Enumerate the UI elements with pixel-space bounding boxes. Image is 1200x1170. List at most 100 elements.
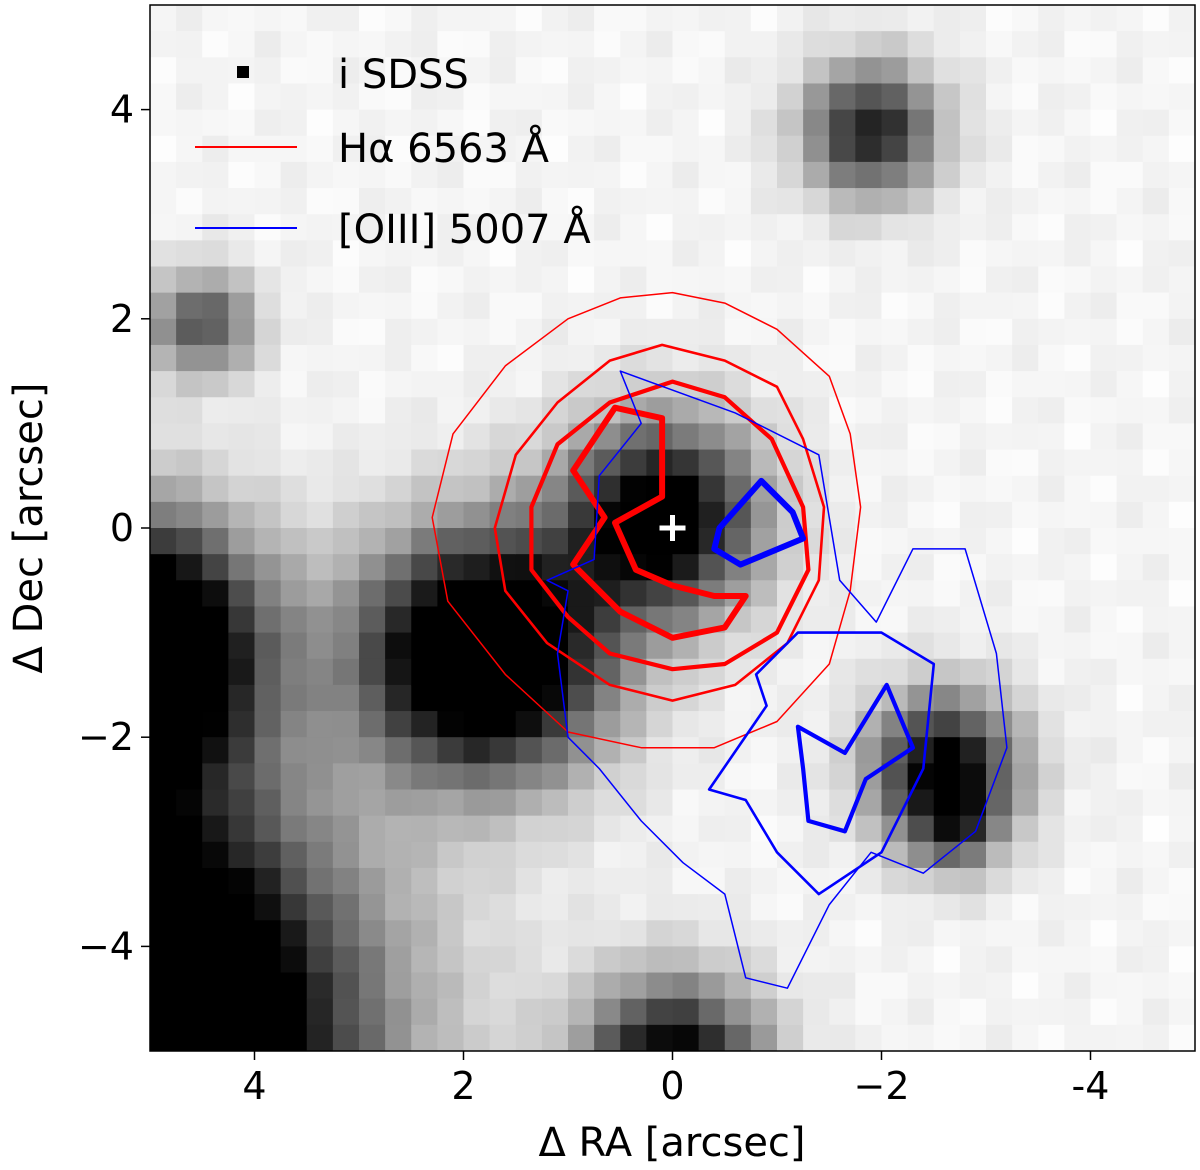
image-pixel: [1064, 946, 1092, 974]
image-pixel: [306, 501, 334, 529]
image-pixel: [724, 449, 752, 477]
image-pixel: [1090, 763, 1118, 791]
image-pixel: [1116, 161, 1144, 189]
image-pixel: [777, 815, 804, 843]
image-pixel: [881, 318, 909, 346]
image-pixel: [359, 475, 386, 503]
image-pixel: [1038, 972, 1065, 1000]
image-pixel: [1168, 763, 1195, 791]
image-pixel: [515, 684, 543, 712]
image-pixel: [228, 554, 256, 581]
image-pixel: [620, 423, 647, 451]
image-pixel: [541, 711, 569, 738]
image-pixel: [515, 161, 543, 189]
image-pixel: [1168, 188, 1195, 215]
image-pixel: [254, 737, 282, 764]
image-pixel: [489, 344, 517, 372]
image-pixel: [959, 684, 987, 712]
image-pixel: [411, 5, 438, 32]
image-pixel: [881, 266, 909, 294]
image-pixel: [1116, 423, 1144, 451]
image-pixel: [672, 135, 700, 163]
image-pixel: [1090, 501, 1118, 529]
image-pixel: [594, 815, 621, 843]
image-pixel: [463, 397, 491, 424]
image-pixel: [437, 606, 465, 634]
image-pixel: [881, 946, 909, 974]
image-pixel: [1012, 528, 1039, 555]
axis-ticks: 4 2 0 −2 -4 4 2 0 −2 −4: [78, 88, 1109, 1108]
image-pixel: [332, 266, 360, 294]
image-pixel: [176, 161, 203, 189]
image-pixel: [1038, 397, 1065, 424]
image-pixel: [541, 318, 569, 346]
image-pixel: [881, 920, 909, 947]
image-pixel: [933, 554, 961, 581]
image-pixel: [228, 423, 256, 451]
image-pixel: [411, 658, 438, 686]
image-pixel: [1012, 423, 1039, 451]
image-pixel: [202, 841, 229, 869]
image-pixel: [411, 292, 438, 320]
image-pixel: [150, 711, 177, 738]
image-pixel: [1064, 31, 1092, 58]
image-pixel: [541, 789, 569, 817]
image-pixel: [1064, 554, 1092, 581]
image-pixel: [777, 109, 804, 137]
image-pixel: [411, 371, 438, 398]
image-pixel: [620, 135, 647, 163]
image-pixel: [1116, 83, 1144, 111]
image-pixel: [1116, 501, 1144, 529]
image-pixel: [1090, 292, 1118, 320]
image-pixel: [202, 658, 229, 686]
image-pixel: [228, 606, 256, 634]
image-pixel: [1090, 1024, 1118, 1051]
image-pixel: [1142, 789, 1170, 817]
image-pixel: [568, 344, 595, 372]
image-pixel: [463, 946, 491, 974]
image-pixel: [254, 109, 282, 137]
image-pixel: [489, 920, 517, 947]
i-sdss-image: [150, 5, 1195, 1051]
image-pixel: [1090, 423, 1118, 451]
image-pixel: [437, 397, 465, 424]
image-pixel: [1168, 711, 1195, 738]
image-pixel: [777, 135, 804, 163]
image-pixel: [437, 57, 465, 85]
image-pixel: [202, 998, 229, 1026]
image-pixel: [1090, 188, 1118, 215]
image-pixel: [568, 318, 595, 346]
y-axis-label: Δ Dec [arcsec]: [6, 383, 52, 674]
image-pixel: [176, 501, 203, 529]
image-pixel: [672, 57, 700, 85]
image-pixel: [620, 841, 647, 869]
image-pixel: [855, 344, 883, 372]
image-pixel: [1116, 475, 1144, 503]
image-pixel: [881, 475, 909, 503]
image-pixel: [829, 135, 856, 163]
image-pixel: [1064, 972, 1092, 1000]
image-pixel: [463, 344, 491, 372]
image-pixel: [1116, 397, 1144, 424]
image-pixel: [359, 528, 386, 555]
image-pixel: [332, 31, 360, 58]
image-pixel: [1064, 161, 1092, 189]
image-pixel: [489, 711, 517, 738]
image-pixel: [959, 214, 987, 241]
image-pixel: [724, 371, 752, 398]
image-pixel: [1116, 188, 1144, 215]
image-pixel: [959, 711, 987, 738]
image-pixel: [463, 318, 491, 346]
image-pixel: [202, 815, 229, 843]
image-pixel: [568, 789, 595, 817]
image-pixel: [777, 188, 804, 215]
image-pixel: [646, 161, 674, 189]
image-pixel: [489, 972, 517, 1000]
image-pixel: [672, 214, 700, 241]
image-pixel: [724, 920, 752, 947]
image-pixel: [1168, 344, 1195, 372]
image-pixel: [150, 109, 177, 137]
image-pixel: [1064, 789, 1092, 817]
image-pixel: [1168, 135, 1195, 163]
image-pixel: [907, 946, 935, 974]
